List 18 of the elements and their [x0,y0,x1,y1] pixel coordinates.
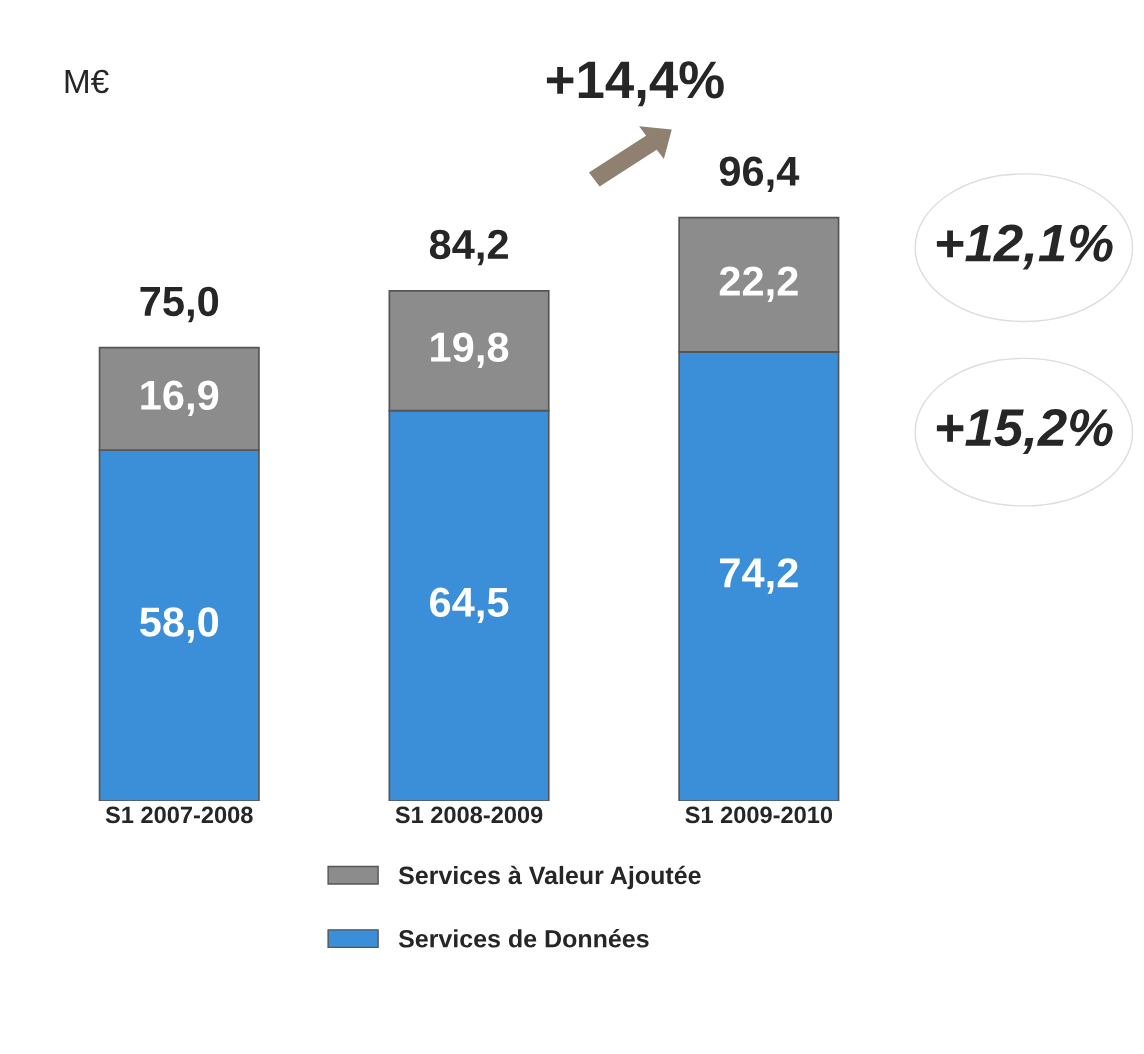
text: M€ [65,69,109,94]
data-label: 22,2 [719,266,798,302]
data-label: 74,2 [720,558,798,594]
x-tick-label: S1 2008-2009 [395,806,543,824]
legend-label: Services de Données [398,929,649,948]
data-label: 58,0 [139,607,219,643]
x-tick-label: S1 2007-2008 [105,806,253,824]
data-label: 19,8 [431,332,509,368]
text: +12,1% [936,224,1113,270]
text: +15,2% [936,408,1113,454]
legend-label: Services à Valeur Ajoutée [398,865,701,890]
text: +14,4% [546,61,724,107]
total-label: 84,2 [429,229,508,266]
total-label: 75,0 [140,286,219,323]
data-label: 16,9 [141,380,219,417]
data-label: 64,5 [430,587,509,624]
x-tick-label: S1 2009-2010 [685,806,833,824]
total-label: 96,4 [719,156,800,193]
